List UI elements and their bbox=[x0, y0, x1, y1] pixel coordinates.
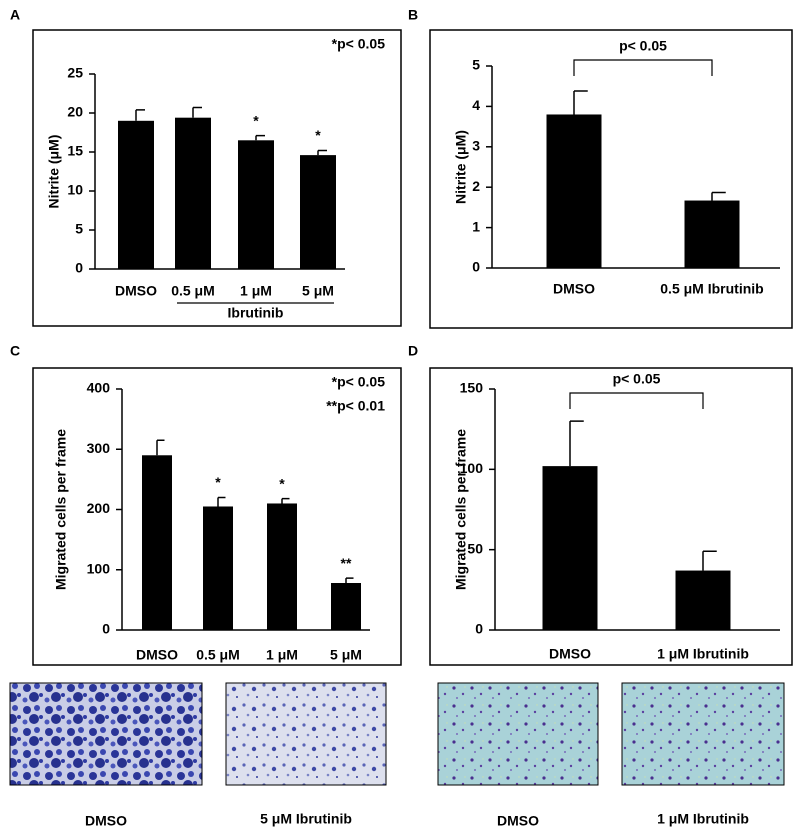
micrograph bbox=[9, 682, 203, 786]
error-bar bbox=[345, 577, 354, 584]
significance-label: * bbox=[315, 127, 321, 143]
x-tick-label: DMSO bbox=[136, 647, 178, 663]
significance-label: * bbox=[279, 475, 285, 491]
x-tick-label: 0.5 μM Ibrutinib bbox=[660, 281, 763, 297]
error-bar bbox=[192, 106, 202, 118]
x-tick-label: 1 μM Ibrutinib bbox=[657, 646, 749, 662]
panel-frame bbox=[429, 29, 793, 329]
error-bar bbox=[711, 191, 726, 201]
image-caption: 1 μM Ibrutinib bbox=[657, 811, 749, 827]
y-tick-label: 15 bbox=[67, 143, 83, 159]
x-tick-label: DMSO bbox=[115, 283, 157, 299]
micrograph bbox=[437, 682, 599, 786]
y-tick-label: 10 bbox=[67, 182, 83, 198]
error-bar bbox=[281, 497, 290, 504]
y-tick-label: 0 bbox=[475, 621, 483, 637]
bar bbox=[331, 583, 361, 630]
x-tick-label: 1 μM bbox=[266, 647, 298, 663]
bar bbox=[542, 466, 598, 630]
bar bbox=[546, 114, 602, 268]
panel-frame bbox=[32, 29, 402, 327]
bar bbox=[675, 570, 731, 630]
bar bbox=[300, 155, 336, 269]
error-bar bbox=[217, 496, 226, 507]
panel-label: C bbox=[10, 343, 20, 359]
bracket-label: p< 0.05 bbox=[619, 38, 667, 54]
bar bbox=[238, 140, 274, 269]
significance-bracket bbox=[569, 392, 704, 409]
significance-label: ** bbox=[341, 555, 352, 571]
error-bar bbox=[135, 109, 145, 121]
y-tick-label: 5 bbox=[75, 221, 83, 237]
image-caption: DMSO bbox=[85, 813, 127, 829]
x-tick-label: DMSO bbox=[549, 646, 591, 662]
bar bbox=[203, 506, 233, 630]
annotation: *p< 0.05 bbox=[332, 36, 386, 52]
error-bar bbox=[702, 550, 717, 571]
y-tick-label: 200 bbox=[87, 500, 111, 516]
y-tick-label: 50 bbox=[467, 540, 483, 556]
y-tick-label: 100 bbox=[460, 460, 484, 476]
y-tick-label: 0 bbox=[75, 260, 83, 276]
y-tick-label: 4 bbox=[472, 97, 480, 113]
significance-label: * bbox=[215, 474, 221, 490]
annotation: **p< 0.01 bbox=[326, 398, 385, 414]
y-axis-label: Nitrite (μM) bbox=[453, 130, 469, 204]
image-caption: 5 μM Ibrutinib bbox=[260, 811, 352, 827]
bar bbox=[684, 200, 740, 268]
bar bbox=[267, 503, 297, 630]
x-tick-label: 0.5 μM bbox=[196, 647, 240, 663]
error-bar bbox=[317, 149, 327, 156]
panel-frame bbox=[32, 367, 402, 666]
y-tick-label: 150 bbox=[460, 380, 484, 396]
micrograph bbox=[225, 682, 387, 786]
y-tick-label: 400 bbox=[87, 380, 111, 396]
y-tick-label: 0 bbox=[102, 621, 110, 637]
panel-label: D bbox=[408, 343, 418, 359]
y-axis-label: Migrated cells per frame bbox=[53, 429, 69, 590]
y-tick-label: 300 bbox=[87, 440, 111, 456]
significance-bracket bbox=[573, 59, 713, 76]
bar bbox=[142, 455, 172, 630]
panel-frame bbox=[429, 367, 793, 666]
error-bar bbox=[569, 420, 584, 467]
y-axis-label: Nitrite (μM) bbox=[46, 135, 62, 209]
x-tick-label: DMSO bbox=[553, 281, 595, 297]
x-tick-label: 0.5 μM bbox=[171, 283, 215, 299]
significance-label: * bbox=[253, 112, 259, 128]
bar bbox=[118, 120, 154, 269]
error-bar bbox=[573, 90, 588, 115]
panel-label: A bbox=[10, 7, 20, 23]
y-tick-label: 3 bbox=[472, 138, 480, 154]
micrograph bbox=[621, 682, 785, 786]
x-tick-label: 5 μM bbox=[302, 283, 334, 299]
y-tick-label: 100 bbox=[87, 560, 111, 576]
x-tick-label: 1 μM bbox=[240, 283, 272, 299]
error-bar bbox=[156, 439, 165, 456]
bar bbox=[175, 117, 211, 270]
y-tick-label: 25 bbox=[67, 65, 83, 81]
x-tick-label: 5 μM bbox=[330, 647, 362, 663]
y-tick-label: 1 bbox=[472, 218, 480, 234]
bracket-label: p< 0.05 bbox=[613, 371, 661, 387]
y-tick-label: 2 bbox=[472, 178, 480, 194]
group-label: Ibrutinib bbox=[228, 305, 284, 321]
annotation: *p< 0.05 bbox=[332, 374, 386, 390]
y-tick-label: 20 bbox=[67, 104, 83, 120]
panel-label: B bbox=[408, 7, 418, 23]
error-bar bbox=[255, 134, 265, 141]
y-axis-label: Migrated cells per frame bbox=[453, 429, 469, 590]
y-tick-label: 0 bbox=[472, 259, 480, 275]
image-caption: DMSO bbox=[497, 813, 539, 829]
y-tick-label: 5 bbox=[472, 57, 480, 73]
